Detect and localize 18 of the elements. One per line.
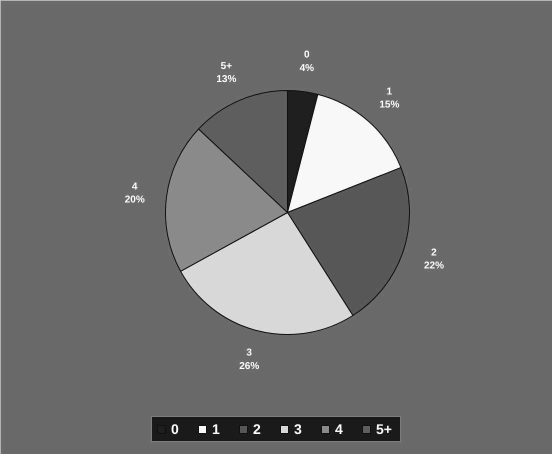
legend-label: 1 xyxy=(212,421,221,437)
data-label: 22% xyxy=(424,260,444,272)
data-label: 20% xyxy=(124,194,145,206)
slice-label: 4 xyxy=(132,181,138,192)
legend-label: 5+ xyxy=(376,421,393,437)
data-label: 15% xyxy=(379,100,400,111)
legend-label: 2 xyxy=(253,421,262,437)
legend-label: 3 xyxy=(294,421,303,437)
data-label: 4% xyxy=(300,62,314,74)
slice-label: 1 xyxy=(386,86,393,98)
slice-label: 3 xyxy=(246,348,252,359)
legend-label: 4 xyxy=(335,421,344,437)
slice-label: 5+ xyxy=(220,60,232,72)
legend-label: 0 xyxy=(171,421,180,437)
data-label: 26% xyxy=(239,360,260,372)
slice-label: 0 xyxy=(304,50,310,61)
slice-label: 2 xyxy=(431,247,438,258)
data-label: 13% xyxy=(216,74,236,86)
